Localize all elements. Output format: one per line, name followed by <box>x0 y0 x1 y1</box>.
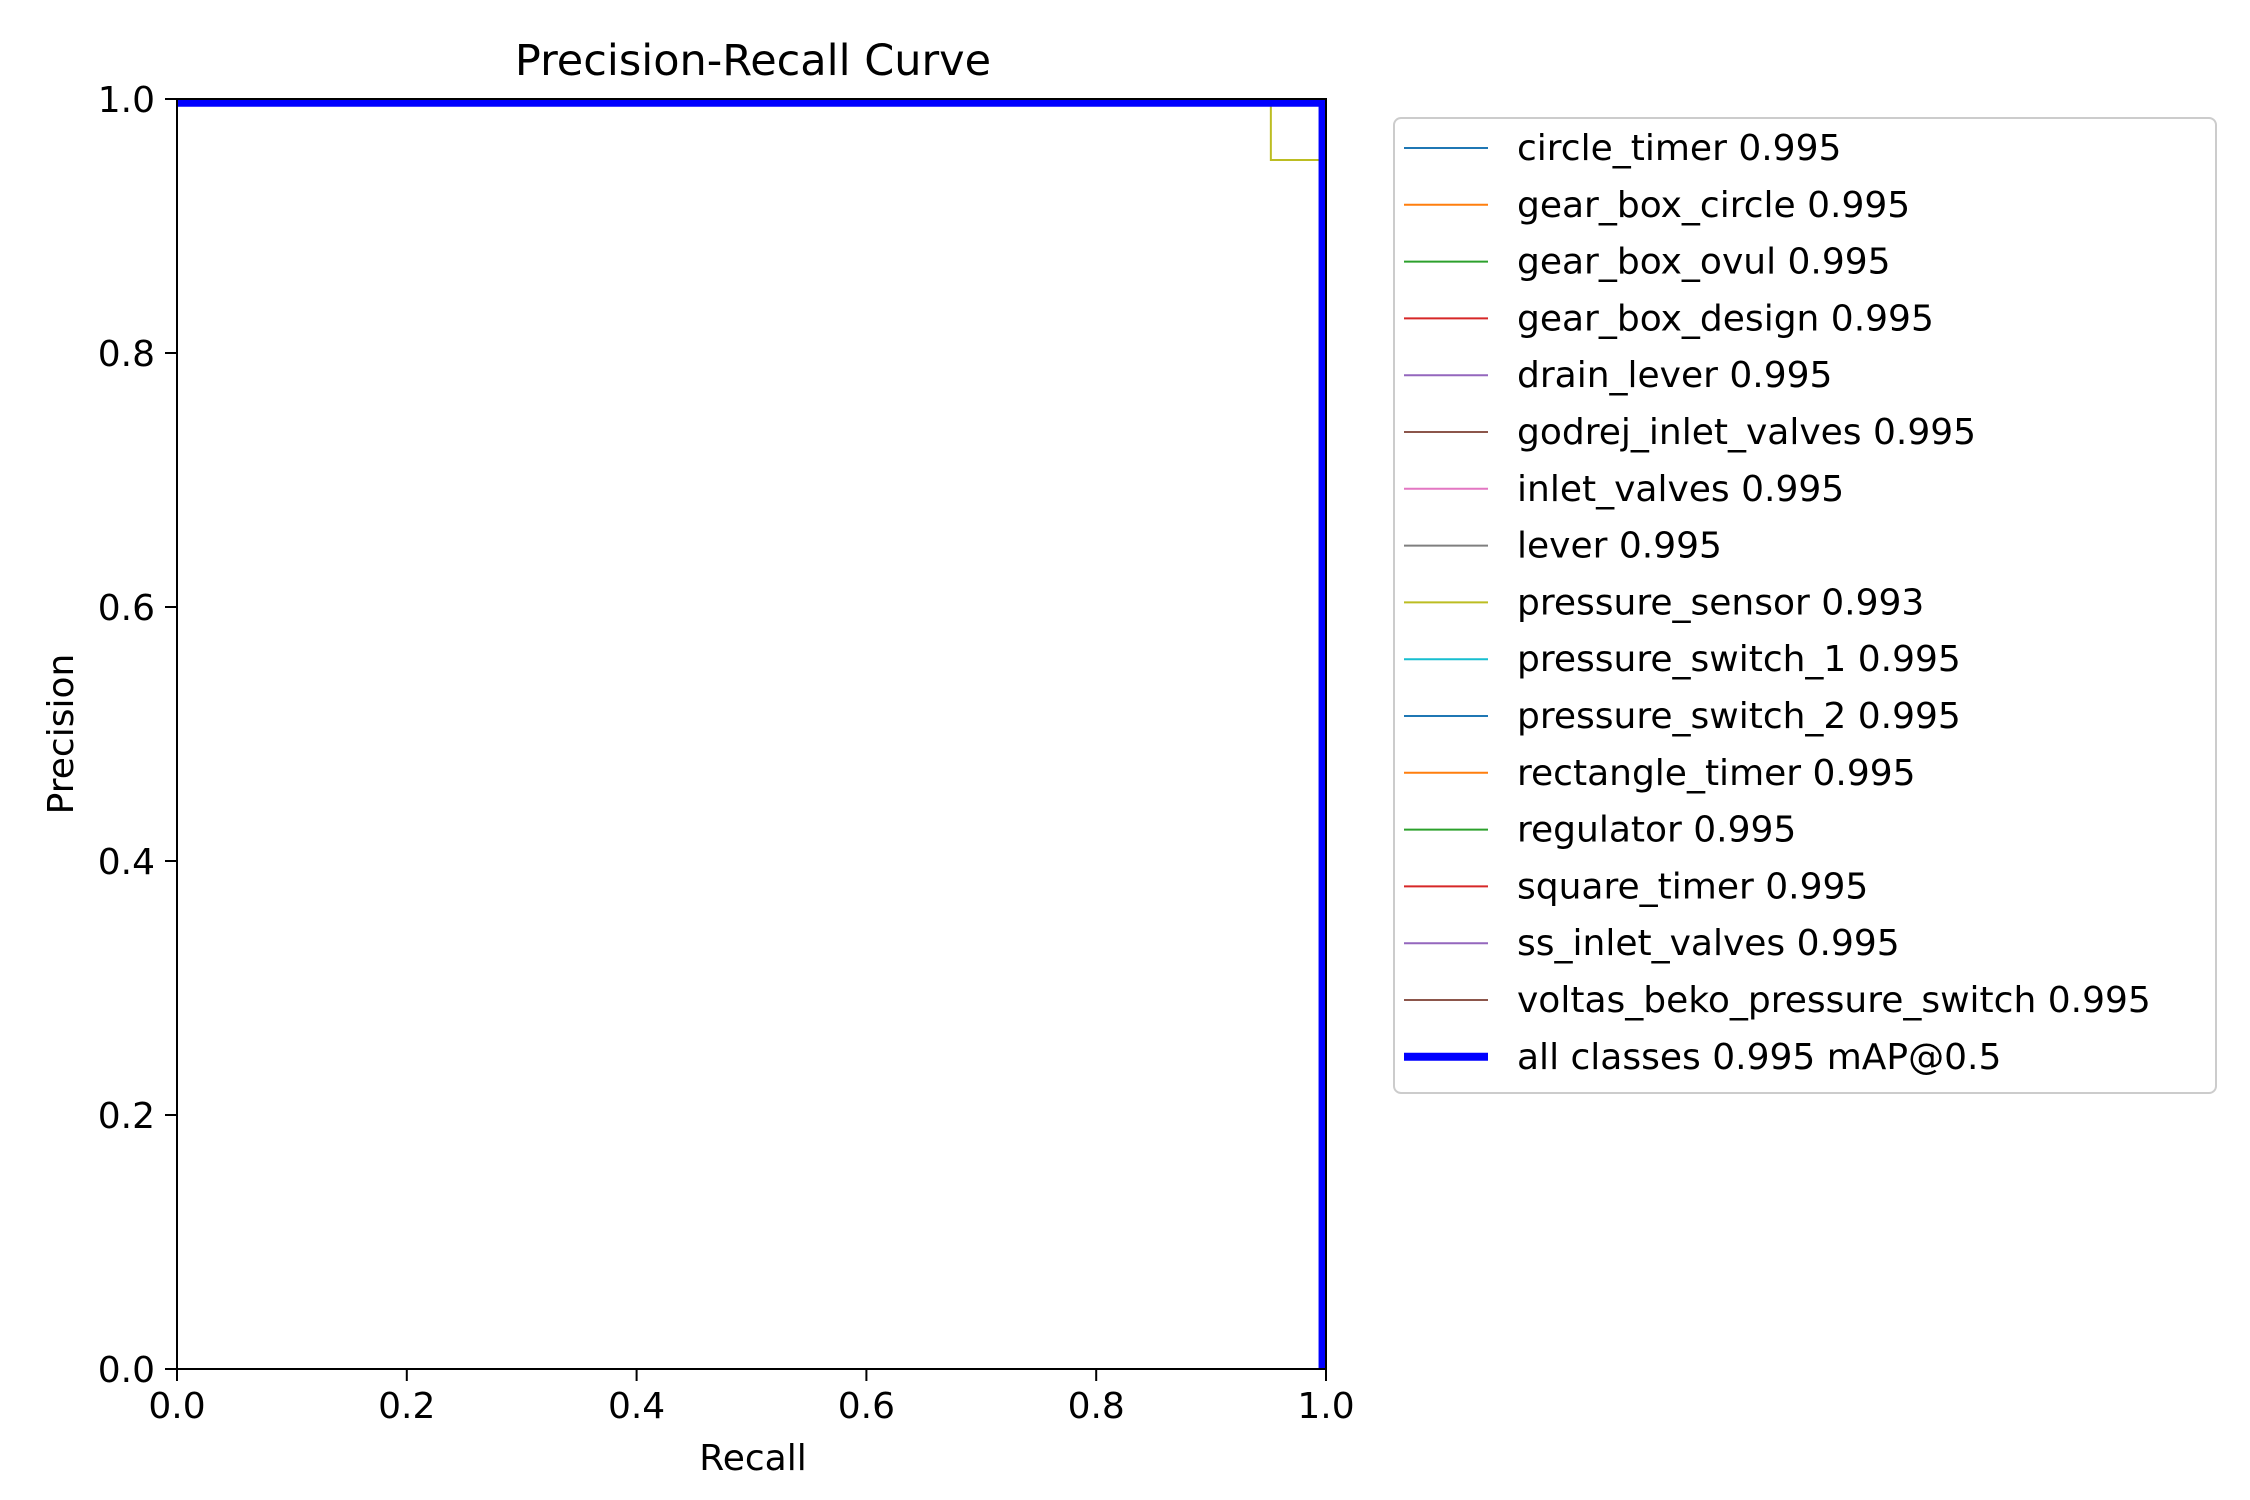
legend-item-rectangle-timer: rectangle_timer 0.995 <box>1404 753 1916 794</box>
x-tick-label: 0.6 <box>838 1386 895 1427</box>
legend-label: regulator 0.995 <box>1517 810 1796 851</box>
legend-label: lever 0.995 <box>1517 526 1722 567</box>
x-tick-label: 1.0 <box>1297 1386 1354 1427</box>
x-tick-label: 0.4 <box>608 1386 665 1427</box>
legend-label: drain_lever 0.995 <box>1517 355 1832 396</box>
legend-label: circle_timer 0.995 <box>1517 128 1841 169</box>
x-axis-title: Recall <box>699 1438 806 1479</box>
legend-item-pressure-switch-1: pressure_switch_1 0.995 <box>1404 639 1961 680</box>
legend-frame <box>1393 117 2217 1094</box>
legend-label: voltas_beko_pressure_switch 0.995 <box>1517 980 2151 1021</box>
legend-item-inlet-valves: inlet_valves 0.995 <box>1404 469 1844 510</box>
legend-item-pressure-sensor: pressure_sensor 0.993 <box>1404 582 1924 623</box>
legend: circle_timer 0.995 gear_box_circle 0.995 g… <box>1393 117 2217 1094</box>
y-tick-label: 1.0 <box>98 80 155 121</box>
legend-label: square_timer 0.995 <box>1517 866 1868 907</box>
legend-item-gear-box-design: gear_box_design 0.995 <box>1404 298 1934 339</box>
legend-item-gear-box-ovul: gear_box_ovul 0.995 <box>1404 242 1891 283</box>
legend-item-pressure-switch-2: pressure_switch_2 0.995 <box>1404 696 1961 737</box>
legend-item-circle-timer: circle_timer 0.995 <box>1404 128 1841 169</box>
legend-item-regulator: regulator 0.995 <box>1404 810 1796 851</box>
plot-area <box>177 99 1326 1369</box>
legend-item-lever: lever 0.995 <box>1404 526 1722 567</box>
x-tick-label: 0.8 <box>1068 1386 1125 1427</box>
legend-label: ss_inlet_valves 0.995 <box>1517 923 1900 964</box>
legend-label: gear_box_ovul 0.995 <box>1517 242 1891 283</box>
y-tick-label: 0.2 <box>98 1096 155 1137</box>
plot-frame <box>176 98 1327 1370</box>
x-tick-label: 0.0 <box>148 1386 205 1427</box>
chart-title: Precision-Recall Curve <box>515 36 991 86</box>
legend-label: pressure_switch_2 0.995 <box>1517 696 1961 737</box>
legend-item-all-classes: all classes 0.995 mAP@0.5 <box>1404 1037 2001 1078</box>
legend-item-drain-lever: drain_lever 0.995 <box>1404 355 1832 396</box>
y-tick-label: 0.0 <box>98 1350 155 1391</box>
legend-item-voltas-beko-pressure-switch: voltas_beko_pressure_switch 0.995 <box>1404 980 2151 1021</box>
series-line-all-classes <box>177 98 1327 1369</box>
legend-item-ss-inlet-valves: ss_inlet_valves 0.995 <box>1404 923 1900 964</box>
y-tick-label: 0.8 <box>98 334 155 375</box>
legend-label: inlet_valves 0.995 <box>1517 469 1844 510</box>
legend-label: gear_box_circle 0.995 <box>1517 185 1910 226</box>
legend-label: gear_box_design 0.995 <box>1517 298 1934 339</box>
legend-label: pressure_sensor 0.993 <box>1517 582 1924 623</box>
legend-item-godrej-inlet-valves: godrej_inlet_valves 0.995 <box>1404 412 1976 453</box>
y-tick-label: 0.4 <box>98 842 155 883</box>
legend-label: godrej_inlet_valves 0.995 <box>1517 412 1976 453</box>
y-tick-label: 0.6 <box>98 588 155 629</box>
legend-label: all classes 0.995 mAP@0.5 <box>1517 1037 2001 1078</box>
plot-background <box>177 99 1326 1369</box>
legend-item-square-timer: square_timer 0.995 <box>1404 866 1868 907</box>
legend-item-gear-box-circle: gear_box_circle 0.995 <box>1404 185 1910 226</box>
x-tick-label: 0.2 <box>378 1386 435 1427</box>
y-axis-ticks: 0.0 0.2 0.4 0.6 0.8 1.0 <box>98 80 177 1391</box>
x-axis-ticks: 0.0 0.2 0.4 0.6 0.8 1.0 <box>148 1369 1355 1427</box>
legend-label: rectangle_timer 0.995 <box>1517 753 1916 794</box>
legend-label: pressure_switch_1 0.995 <box>1517 639 1961 680</box>
y-axis-title: Precision <box>41 654 82 815</box>
legend-items: circle_timer 0.995 gear_box_circle 0.995 g… <box>1404 128 2151 1078</box>
